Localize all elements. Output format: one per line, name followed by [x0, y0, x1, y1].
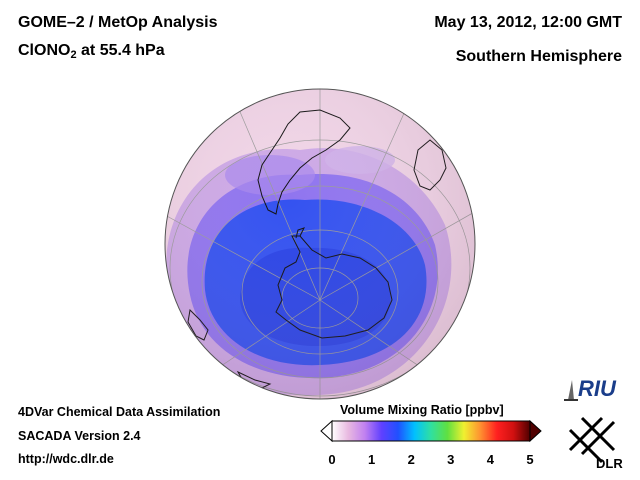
colorbar-gradient: [331, 420, 531, 442]
globe-outline: [164, 88, 476, 400]
pressure-level: at 55.4 hPa: [76, 42, 165, 59]
hemisphere-label: Southern Hemisphere: [455, 48, 622, 65]
colorbar-tick: 4: [486, 452, 495, 467]
colorbar-max-arrow: [529, 419, 542, 443]
method-label: 4DVar Chemical Data Assimilation: [18, 405, 221, 419]
analysis-datetime: May 13, 2012, 12:00 GMT: [434, 14, 622, 31]
svg-text:DLR: DLR: [596, 456, 623, 470]
riu-logo: RIU: [564, 376, 617, 401]
source-url[interactable]: http://wdc.dlr.de: [18, 452, 114, 466]
colorbar-tick: 0: [328, 452, 336, 467]
colorbar-tick: 5: [526, 452, 534, 467]
colorbar-tick: 3: [447, 452, 455, 467]
colorbar-min-arrow: [320, 419, 333, 443]
colorbar-tick: 2: [407, 452, 415, 467]
svg-text:RIU: RIU: [578, 376, 617, 401]
species-subscript: 2: [70, 49, 77, 61]
version-label: SACADA Version 2.4: [18, 429, 141, 443]
colorbar: [320, 419, 542, 443]
title-species: ClONO2 at 55.4 hPa: [18, 42, 165, 61]
dlr-logo: DLR: [568, 416, 623, 470]
colorbar-title: Volume Mixing Ratio [ppbv]: [340, 403, 504, 417]
species-name: ClONO: [18, 42, 71, 59]
colorbar-tick: 1: [367, 452, 376, 467]
title-instrument: GOME–2 / MetOp Analysis: [18, 14, 218, 31]
